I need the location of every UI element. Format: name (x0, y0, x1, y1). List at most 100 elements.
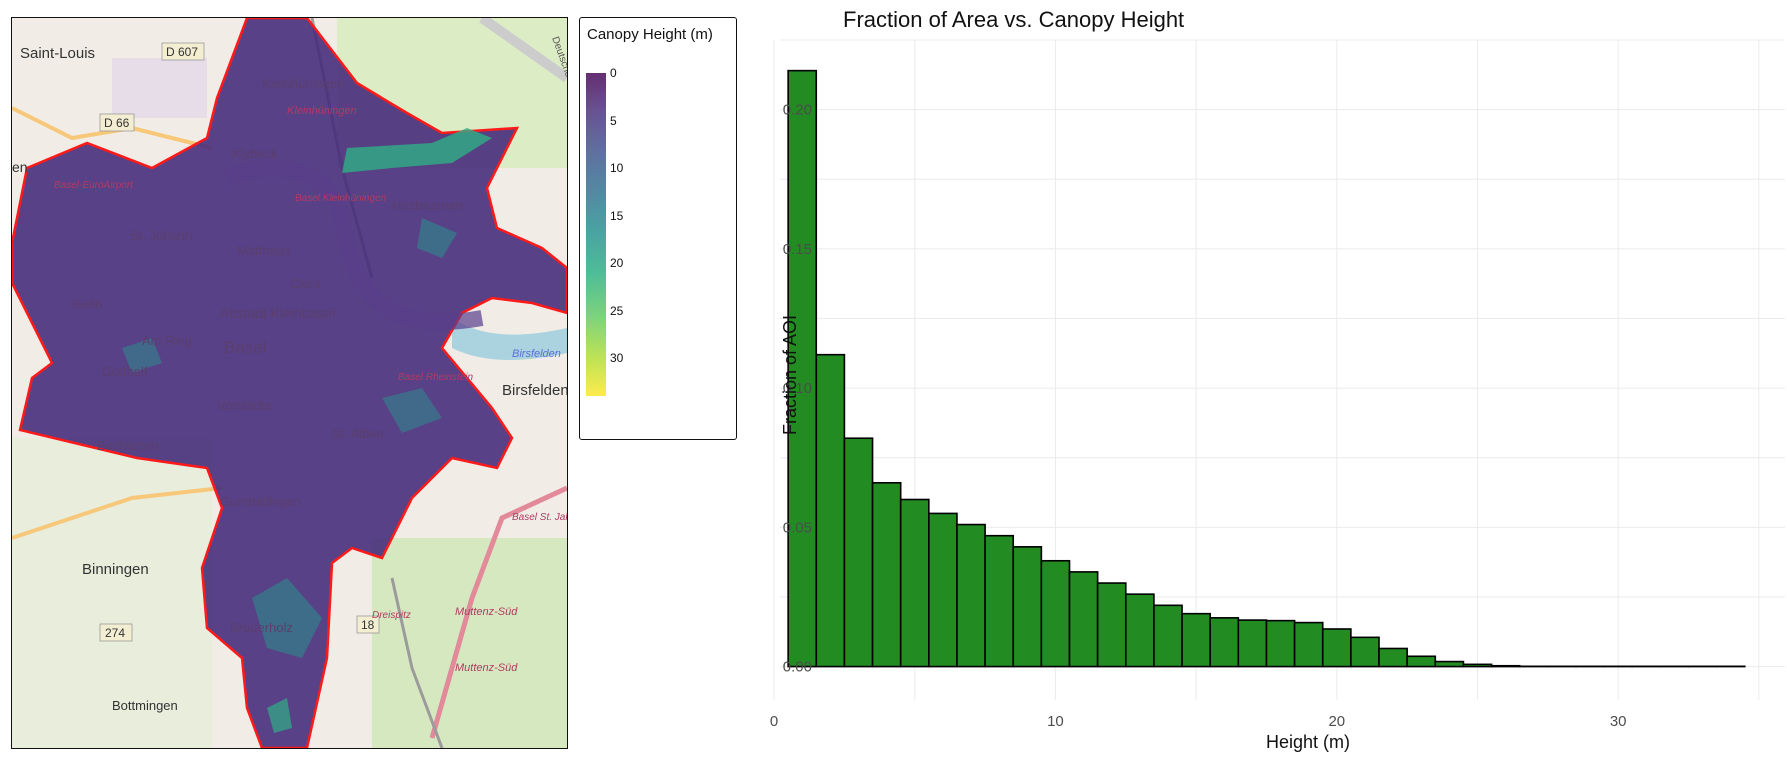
histogram-bar (1293, 621, 1324, 668)
map-label: Basel Rheinstein (398, 372, 473, 383)
histogram-bar (1321, 628, 1352, 668)
histogram-bar (956, 523, 986, 668)
canopy-patch (122, 338, 162, 373)
green-area (12, 438, 212, 748)
legend-tick-mark (606, 120, 611, 122)
y-tick-label: 0.00 (783, 659, 812, 676)
histogram-bar (1181, 612, 1211, 668)
map-label: Kleinhüningen (262, 76, 344, 91)
map-label: D 607 (166, 45, 198, 59)
legend-tick-label: 10 (610, 161, 624, 175)
legend-tick-mark (606, 310, 611, 312)
map-label: Bottmingen (112, 698, 178, 713)
canopy-patch (417, 218, 457, 258)
legend-tick-label: 5 (610, 113, 617, 128)
legend-tick-mark (606, 168, 611, 169)
histogram-bar (1124, 593, 1155, 668)
road (12, 106, 213, 150)
map-label: D 66 (104, 116, 130, 130)
y-axis-label: Fraction of AOI (780, 315, 800, 435)
map-label: Basel (224, 338, 267, 357)
histogram-bar (1209, 617, 1240, 668)
histogram-bar (928, 512, 958, 668)
road-shield (99, 113, 135, 132)
histogram-bar (1040, 559, 1071, 668)
legend-colorbar (586, 73, 606, 396)
map-label: Saint-Louis (20, 45, 95, 62)
histogram-bar (1434, 660, 1465, 668)
railway (390, 577, 444, 748)
map-label: Vorstädte (217, 398, 272, 413)
histogram-bar (1378, 647, 1408, 668)
map-label: St. Alban (332, 426, 384, 441)
map-label: Iselin (72, 296, 102, 311)
motorway (429, 485, 567, 739)
histogram-bar (1265, 619, 1296, 668)
map-label: Bachletten (97, 438, 158, 453)
y-tick-label: 0.05 (783, 519, 812, 536)
y-axis-ticks: 0.00 0.05 0.10 0.15 0.20 (783, 102, 812, 676)
histogram-bar (1406, 655, 1437, 668)
basemap-panel[interactable]: Saint-Louis D 607 D 66 en Kleinhüningen … (11, 17, 568, 749)
railway-yard (479, 18, 567, 83)
histogram-bar (787, 69, 818, 668)
y-tick-label: 0.20 (783, 102, 812, 119)
map-label: Matthäus (237, 243, 291, 258)
basemap-svg: Saint-Louis D 607 D 66 en Kleinhüningen … (12, 18, 567, 748)
map-label: Birsfelden (502, 382, 567, 399)
map-label: St. Johann (130, 228, 192, 243)
industrial-area (112, 58, 207, 118)
map-label: Kleinhüningen (287, 105, 357, 117)
map-label: en (12, 159, 28, 175)
legend-tick-mark (606, 263, 611, 264)
legend-tick-label: 30 (610, 351, 624, 365)
map-label: Bruderholz (230, 620, 293, 635)
histogram-bar (871, 481, 902, 668)
map-label: Altstadt Kleinbasel (220, 305, 335, 321)
river-rhine-in-aoi (223, 160, 484, 330)
map-label: Basel St. Jakob (512, 512, 567, 523)
canopy-patch (342, 128, 492, 173)
map-label: Muttenz-Süd (455, 606, 518, 618)
map-label: Am Ring (142, 333, 192, 348)
legend-title: Canopy Height (m) (587, 26, 713, 43)
canopy-patch (267, 698, 292, 733)
histogram-bar (1012, 546, 1043, 668)
map-label: Klybeck (232, 146, 278, 161)
road-shield (356, 615, 380, 634)
aoi-canopy-overlay[interactable] (12, 18, 567, 748)
map-label: Basel-EuroAirport (54, 180, 134, 191)
chart-title: Fraction of Area vs. Canopy Height (843, 7, 1184, 32)
legend-tick-label: 15 (610, 208, 624, 223)
canopy-patch (382, 388, 442, 433)
legend-tick-label: 0 (610, 66, 617, 80)
histogram-bar (1068, 571, 1099, 668)
map-label: Dreispitz (372, 610, 411, 621)
map-label: Gotthelf (102, 364, 148, 379)
map-label: 18 (361, 618, 375, 632)
histogram-bar (1096, 582, 1127, 668)
legend-tick-label: 20 (610, 256, 624, 270)
y-tick-label: 0.10 (783, 380, 812, 397)
histogram-bar (815, 353, 846, 668)
map-label: Hirzbrunnen (392, 198, 463, 213)
map-label: 274 (105, 626, 125, 640)
histogram-chart: Fraction of Area vs. Canopy Height 0.000… (770, 7, 1785, 752)
map-label: Birsfelden (512, 348, 561, 360)
map-label: Muttenz-Süd (455, 662, 518, 674)
histogram-bar (843, 437, 874, 668)
histogram-bar (1237, 619, 1268, 668)
map-label: Clara (290, 276, 322, 291)
map-label: Gundeldingen (220, 494, 301, 509)
bars (787, 69, 1746, 668)
grid-lines (773, 39, 1785, 700)
legend-tick-mark (606, 358, 611, 359)
road-shield (161, 42, 205, 61)
x-tick-label: 20 (1328, 713, 1345, 730)
histogram-bar (1490, 664, 1521, 668)
river-rhine (452, 318, 567, 360)
y-tick-label: 0.15 (783, 241, 812, 258)
x-axis-ticks: 0 10 20 30 (770, 713, 1627, 730)
legend-tick-label: 25 (610, 303, 624, 318)
x-tick-label: 30 (1610, 713, 1627, 730)
